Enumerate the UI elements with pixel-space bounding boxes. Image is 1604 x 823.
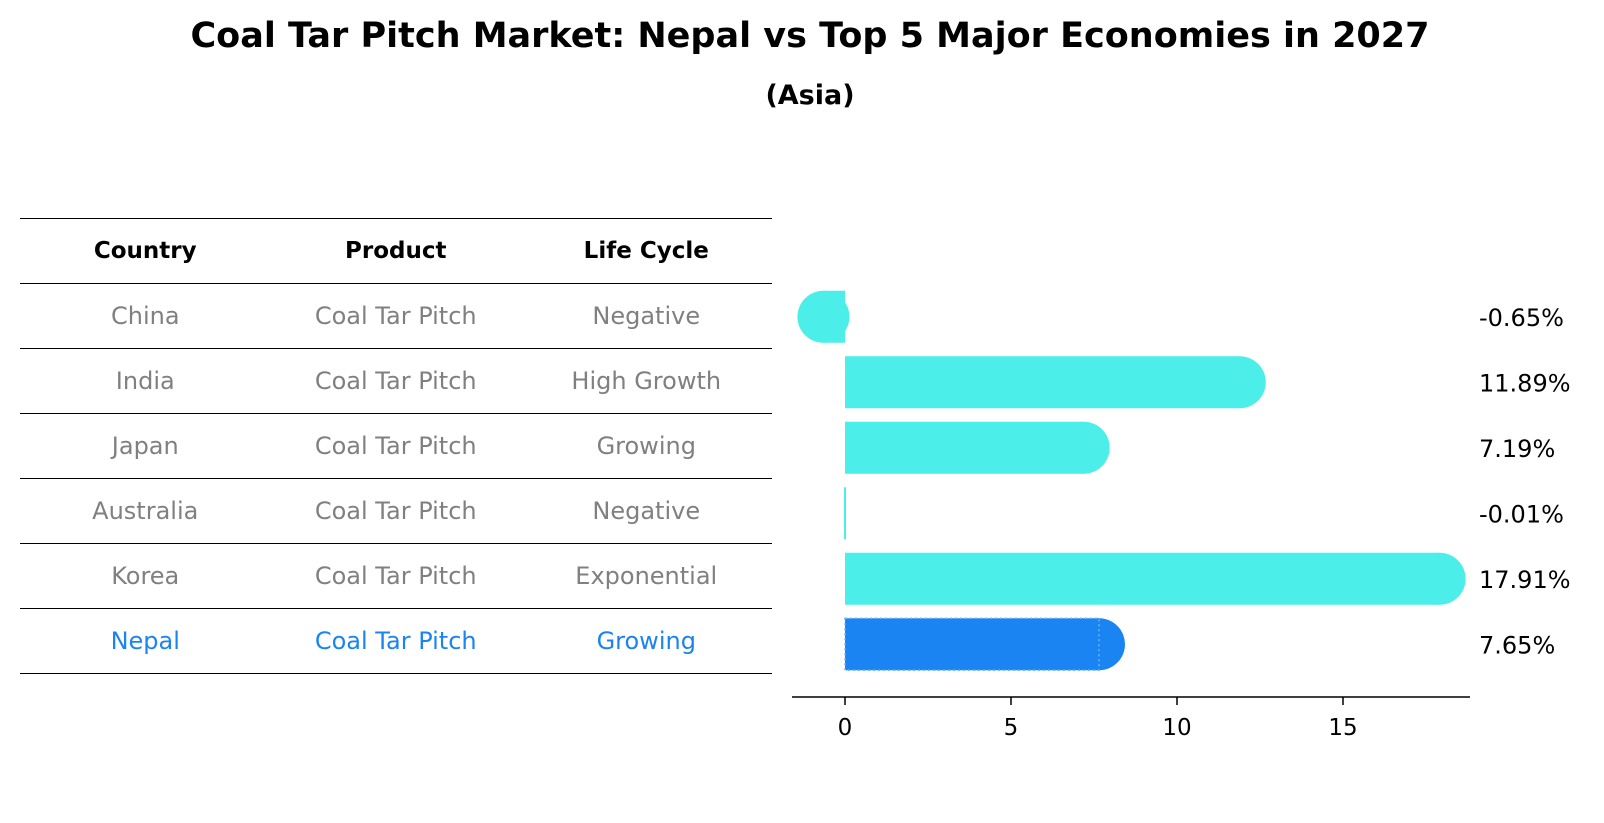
value-label: 17.91% xyxy=(1479,566,1571,594)
value-label: -0.65% xyxy=(1479,304,1564,332)
bar-cap xyxy=(1057,421,1110,474)
cell-country: Australia xyxy=(92,497,199,525)
bar xyxy=(845,356,1240,409)
x-tick-label: 5 xyxy=(1004,715,1019,741)
bar xyxy=(844,487,846,540)
bar-highlight-outline xyxy=(844,617,1100,671)
value-label: 11.89% xyxy=(1479,369,1571,397)
header-life-cycle: Life Cycle xyxy=(583,238,709,264)
cell-life-cycle: Growing xyxy=(596,432,696,460)
header-product: Product xyxy=(345,238,447,264)
bar-cap xyxy=(1213,356,1266,409)
x-tick-label: 15 xyxy=(1328,715,1357,741)
cell-product: Coal Tar Pitch xyxy=(314,497,477,525)
cell-country: India xyxy=(115,367,175,395)
cell-country: Nepal xyxy=(110,627,180,655)
table-header-row: Country Product Life Cycle xyxy=(20,218,772,283)
bar xyxy=(845,552,1440,605)
table-row: India Coal Tar Pitch High Growth xyxy=(20,348,772,413)
data-table: Country Product Life Cycle China Coal Ta… xyxy=(20,218,772,674)
value-label: 7.65% xyxy=(1479,631,1555,659)
cell-life-cycle: Negative xyxy=(592,302,701,330)
bar xyxy=(845,421,1084,474)
cell-product: Coal Tar Pitch xyxy=(314,432,477,460)
cell-country: Korea xyxy=(111,562,180,590)
cell-product: Coal Tar Pitch xyxy=(314,562,477,590)
cell-life-cycle: High Growth xyxy=(571,367,722,395)
bar-cap xyxy=(797,290,850,343)
bar-cap xyxy=(1413,552,1466,605)
x-tick-label: 10 xyxy=(1162,715,1191,741)
cell-product: Coal Tar Pitch xyxy=(314,302,477,330)
header-country: Country xyxy=(93,238,197,264)
chart-subtitle: (Asia) xyxy=(765,80,855,111)
table-row: Australia Coal Tar Pitch Negative xyxy=(20,478,772,543)
table-row: Nepal Coal Tar Pitch Growing xyxy=(20,608,772,674)
table-row: China Coal Tar Pitch Negative xyxy=(20,283,772,348)
cell-life-cycle: Negative xyxy=(592,497,701,525)
value-label: 7.19% xyxy=(1479,435,1555,463)
bar xyxy=(845,618,1099,671)
table-row: Korea Coal Tar Pitch Exponential xyxy=(20,543,772,608)
bar-cap xyxy=(1072,618,1125,671)
cell-product: Coal Tar Pitch xyxy=(314,367,477,395)
value-label: -0.01% xyxy=(1479,500,1564,528)
chart-title: Coal Tar Pitch Market: Nepal vs Top 5 Ma… xyxy=(190,16,1430,56)
cell-country: Japan xyxy=(111,432,179,460)
x-tick-label: 0 xyxy=(838,715,853,741)
cell-country: China xyxy=(110,302,180,330)
table-row: Japan Coal Tar Pitch Growing xyxy=(20,413,772,478)
cell-life-cycle: Exponential xyxy=(575,562,718,590)
cell-life-cycle: Growing xyxy=(596,627,696,655)
cell-product: Coal Tar Pitch xyxy=(314,627,477,655)
